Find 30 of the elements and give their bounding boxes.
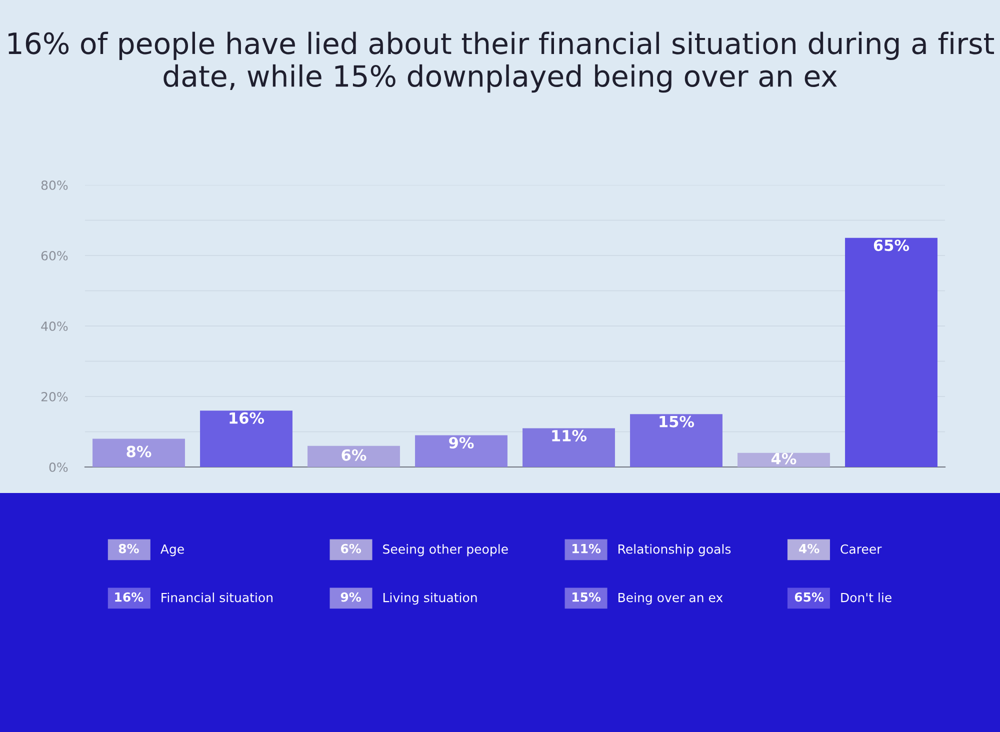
data-label: 8%	[126, 446, 152, 458]
legend-label: Don't lie	[841, 592, 892, 602]
y-tick-label: 60%	[41, 250, 68, 260]
data-label: 16%	[230, 412, 264, 424]
legend-label: Career	[840, 544, 882, 554]
data-label: 9%	[449, 436, 474, 449]
text: 4%	[799, 544, 820, 554]
data-label: 4%	[771, 452, 796, 464]
text: 16%	[115, 592, 144, 602]
legend-label: Being over an ex	[618, 592, 723, 605]
text: 8%	[118, 544, 139, 554]
legend-label: Seeing other people	[383, 544, 508, 556]
legend-label: Age	[160, 544, 184, 556]
text: 6%	[340, 544, 362, 554]
legend-label: Relationship goals	[618, 544, 731, 556]
data-label: 11%	[552, 430, 587, 442]
text: 11%	[572, 544, 601, 554]
text: 15%	[572, 592, 601, 602]
data-label: 65%	[874, 240, 910, 252]
chart-title: 16% of people have lied about their financial situation during a first date, while 15% downplayed being over an ex	[8, 32, 994, 93]
y-tick-label: 80%	[41, 180, 68, 190]
text: 9%	[340, 592, 362, 602]
y-tick-label: 40%	[41, 321, 68, 331]
y-tick-label: 20%	[41, 392, 68, 402]
legend-label: Living situation	[383, 592, 477, 605]
legend-label: Financial situation	[162, 592, 272, 602]
data-label: 15%	[660, 416, 694, 428]
y-tick-label: 0%	[49, 462, 68, 472]
data-label: 6%	[342, 449, 366, 461]
text: 65%	[794, 592, 824, 602]
